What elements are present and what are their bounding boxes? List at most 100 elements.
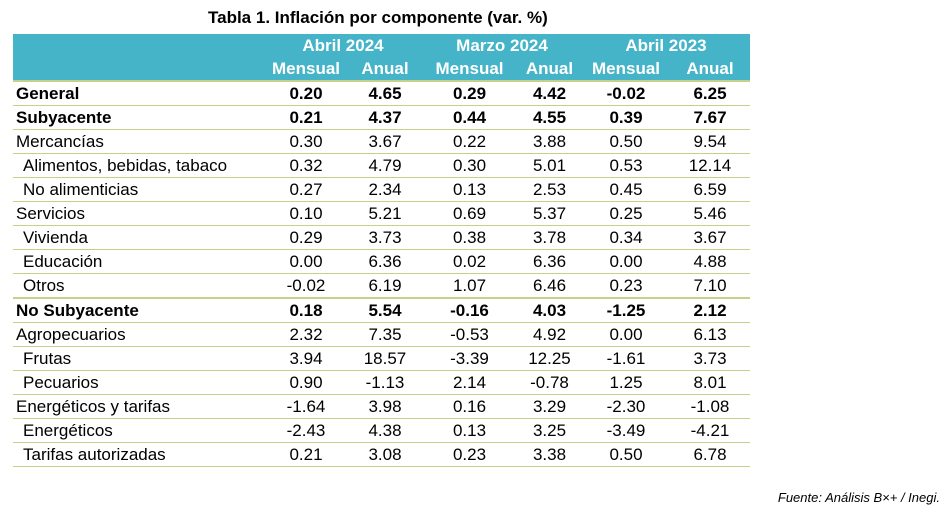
cell: 3.29 [517, 394, 582, 419]
table-row: Alimentos, bebidas, tabaco 0.32 4.79 0.3… [13, 153, 750, 178]
cell: 7.67 [670, 105, 750, 130]
cell: -0.02 [264, 273, 348, 299]
row-label: Alimentos, bebidas, tabaco [13, 153, 264, 178]
cell: 0.16 [422, 394, 517, 419]
row-label: General [13, 80, 264, 106]
cell: 12.25 [517, 346, 582, 371]
cell: 0.44 [422, 105, 517, 130]
cell: -2.30 [582, 394, 670, 419]
cell: 0.21 [264, 442, 348, 467]
table-row: Frutas 3.94 18.57 -3.39 12.25 -1.61 3.73 [13, 346, 750, 371]
cell: -0.78 [517, 370, 582, 395]
cell: 0.30 [264, 129, 348, 154]
cell: 3.88 [517, 129, 582, 154]
cell: -1.08 [670, 394, 750, 419]
cell: -2.43 [264, 418, 348, 443]
cell: 4.38 [348, 418, 422, 443]
cell: 3.98 [348, 394, 422, 419]
cell: 0.22 [422, 129, 517, 154]
cell: 3.94 [264, 346, 348, 371]
table-row: Energéticos y tarifas -1.64 3.98 0.16 3.… [13, 394, 750, 419]
cell: 0.69 [422, 201, 517, 226]
row-label: Tarifas autorizadas [13, 442, 264, 467]
row-label: Agropecuarios [13, 322, 264, 347]
cell: 0.25 [582, 201, 670, 226]
cell: 0.39 [582, 105, 670, 130]
cell: 0.13 [422, 418, 517, 443]
cell: 4.92 [517, 322, 582, 347]
row-label: Educación [13, 249, 264, 274]
cell: 3.67 [670, 225, 750, 250]
cell: 2.14 [422, 370, 517, 395]
cell: 0.18 [264, 297, 348, 323]
cell: 0.45 [582, 177, 670, 202]
cell: -1.64 [264, 394, 348, 419]
cell: 12.14 [670, 153, 750, 178]
header-corner [13, 34, 264, 58]
cell: -0.53 [422, 322, 517, 347]
table-row: No Subyacente 0.18 5.54 -0.16 4.03 -1.25… [13, 297, 750, 323]
cell: 3.25 [517, 418, 582, 443]
cell: 0.27 [264, 177, 348, 202]
cell: -0.16 [422, 297, 517, 323]
row-label: Servicios [13, 201, 264, 226]
row-label: Energéticos [13, 418, 264, 443]
cell: 5.21 [348, 201, 422, 226]
cell: 7.10 [670, 273, 750, 299]
table-row: General 0.20 4.65 0.29 4.42 -0.02 6.25 [13, 80, 750, 106]
row-label: Energéticos y tarifas [13, 394, 264, 419]
cell: 4.55 [517, 105, 582, 130]
cell: 5.37 [517, 201, 582, 226]
table-row: Agropecuarios 2.32 7.35 -0.53 4.92 0.00 … [13, 322, 750, 347]
subheader-mensual: Mensual [582, 58, 670, 81]
table-row: Mercancías 0.30 3.67 0.22 3.88 0.50 9.54 [13, 129, 750, 154]
cell: 1.25 [582, 370, 670, 395]
row-label: Mercancías [13, 129, 264, 154]
table-row: Servicios 0.10 5.21 0.69 5.37 0.25 5.46 [13, 201, 750, 226]
cell: 0.00 [582, 249, 670, 274]
cell: 0.20 [264, 80, 348, 106]
cell: 0.34 [582, 225, 670, 250]
cell: 0.10 [264, 201, 348, 226]
cell: 3.67 [348, 129, 422, 154]
cell: 6.36 [517, 249, 582, 274]
cell: 6.78 [670, 442, 750, 467]
cell: 0.02 [422, 249, 517, 274]
period-header-1: Abril 2024 [264, 34, 422, 58]
row-label: Frutas [13, 346, 264, 371]
table-row: Vivienda 0.29 3.73 0.38 3.78 0.34 3.67 [13, 225, 750, 250]
cell: 0.29 [422, 80, 517, 106]
source-note: Fuente: Análisis B×+ / Inegi. [777, 490, 940, 505]
cell: 6.13 [670, 322, 750, 347]
cell: 1.07 [422, 273, 517, 299]
cell: 0.00 [582, 322, 670, 347]
cell: 6.36 [348, 249, 422, 274]
subheader-anual: Anual [670, 58, 750, 81]
cell: 3.38 [517, 442, 582, 467]
cell: 0.90 [264, 370, 348, 395]
table-title: Tabla 1. Inflación por componente (var. … [208, 8, 548, 27]
cell: -1.61 [582, 346, 670, 371]
table-row: Subyacente 0.21 4.37 0.44 4.55 0.39 7.67 [13, 105, 750, 130]
subheader-anual: Anual [348, 58, 422, 81]
cell: -1.13 [348, 370, 422, 395]
cell: 2.53 [517, 177, 582, 202]
subheader-mensual: Mensual [422, 58, 517, 81]
cell: 4.65 [348, 80, 422, 106]
cell: 3.73 [348, 225, 422, 250]
cell: 0.32 [264, 153, 348, 178]
cell: 3.08 [348, 442, 422, 467]
row-label: Otros [13, 273, 264, 299]
table-row: Otros -0.02 6.19 1.07 6.46 0.23 7.10 [13, 273, 750, 299]
cell: 2.32 [264, 322, 348, 347]
cell: 8.01 [670, 370, 750, 395]
row-label: Subyacente [13, 105, 264, 130]
cell: 7.35 [348, 322, 422, 347]
cell: 6.19 [348, 273, 422, 299]
inflation-table: Abril 2024 Marzo 2024 Abril 2023 Mensual… [13, 34, 750, 467]
cell: 5.01 [517, 153, 582, 178]
cell: -0.02 [582, 80, 670, 106]
subheader-anual: Anual [517, 58, 582, 81]
cell: 6.59 [670, 177, 750, 202]
table-row: Pecuarios 0.90 -1.13 2.14 -0.78 1.25 8.0… [13, 370, 750, 395]
